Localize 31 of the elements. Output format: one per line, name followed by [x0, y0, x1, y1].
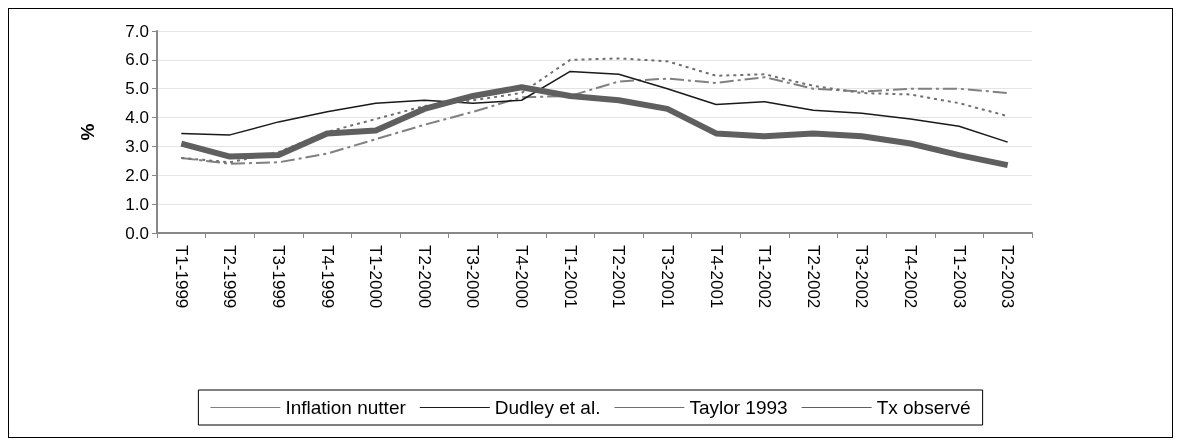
legend-label: Taylor 1993 — [689, 397, 788, 418]
y-tick-label: 1.0 — [125, 194, 149, 214]
x-tick-label: T2-1999 — [220, 245, 240, 309]
y-tick-label: 5.0 — [125, 79, 149, 99]
y-tick-label: 3.0 — [125, 136, 149, 156]
y-tick-label: 6.0 — [125, 50, 149, 70]
x-tick-label: T2-2000 — [414, 245, 434, 309]
x-tick-label: T4-2002 — [900, 245, 920, 309]
x-tick-label: T3-1999 — [269, 245, 289, 309]
x-tick-label: T3-2002 — [852, 245, 872, 309]
x-tick-label: T1-2003 — [949, 245, 969, 309]
x-tick-label: T3-2001 — [657, 245, 677, 309]
x-tick-label: T1-2000 — [366, 245, 386, 309]
x-tick-label: T2-2002 — [803, 245, 823, 309]
y-tick-label: 0.0 — [125, 223, 149, 243]
x-tick-label: T2-2003 — [998, 245, 1018, 309]
x-tick-label: T2-2001 — [609, 245, 629, 309]
x-tick-label: T1-2001 — [560, 245, 580, 309]
y-tick-label: 7.0 — [125, 21, 149, 41]
x-tick-label: T3-2000 — [463, 245, 483, 309]
x-tick-label: T4-1999 — [317, 245, 337, 309]
y-tick-label: 4.0 — [125, 108, 149, 128]
legend-label: Inflation nutter — [285, 397, 407, 418]
legend-label: Dudley et al. — [494, 397, 601, 418]
legend-label: Tx observé — [876, 397, 971, 418]
x-tick-label: T4-2000 — [512, 245, 532, 309]
y-tick-label: 2.0 — [125, 165, 149, 185]
x-tick-label: T4-2001 — [706, 245, 726, 309]
y-axis-title: % — [77, 123, 98, 141]
x-tick-label: T1-1999 — [171, 245, 191, 309]
x-tick-label: T1-2002 — [755, 245, 775, 309]
